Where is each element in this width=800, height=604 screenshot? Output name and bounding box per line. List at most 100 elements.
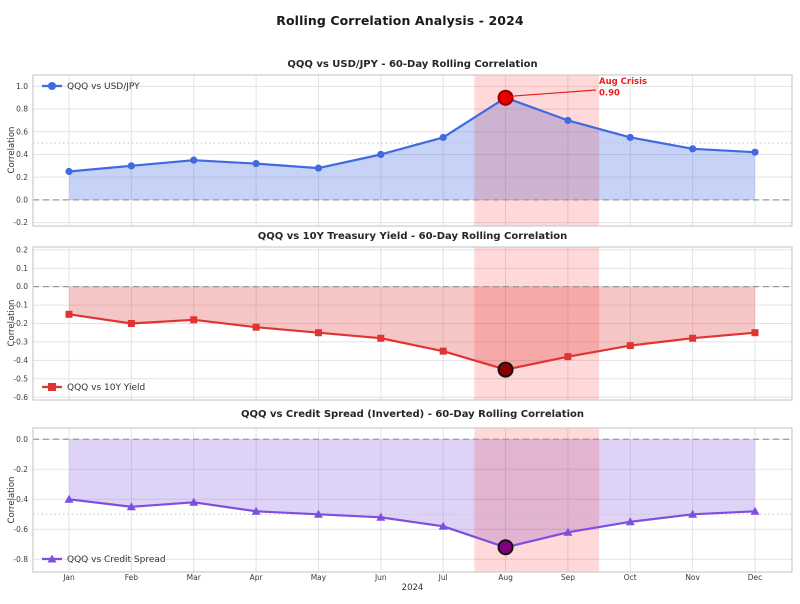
data-point-triangle (251, 506, 261, 515)
series-area-fill (69, 439, 755, 548)
annotation-line (511, 89, 597, 97)
data-point-triangle (376, 512, 386, 521)
subplot-3: 0.0 -0.2 -0.4 -0.6 -0.8 QQQ vs Credit Spread (13, 427, 793, 573)
x-tick-label: Apr (250, 573, 264, 582)
data-point-circle (751, 148, 759, 156)
data-point-circle (190, 156, 198, 164)
data-point-triangle (625, 517, 635, 526)
subplot1-ylabel: Correlation (7, 126, 17, 174)
subplot3-ylabel: Correlation (7, 476, 17, 524)
x-tick-label: Sep (561, 573, 575, 582)
crisis-band (474, 428, 600, 572)
x-tick-label: Dec (748, 573, 763, 582)
annotation-value: 0.90 (599, 89, 620, 99)
data-point-circle (252, 159, 260, 168)
y-tick-label: -0.4 (13, 356, 28, 365)
x-tick-label: Mar (187, 573, 202, 582)
data-point-circle (689, 145, 697, 153)
data-point-square (439, 347, 447, 355)
y-tick-label: 0.0 (16, 435, 28, 444)
annotation-label: Aug Crisis (599, 77, 647, 87)
data-point-square (626, 342, 634, 350)
subplot2-title: QQQ vs 10Y Treasury Yield - 60-Day Rolli… (257, 231, 568, 242)
y-tick-label: 0.8 (16, 105, 28, 114)
x-tick-label: Feb (125, 573, 139, 582)
x-axis-label: 2024 (401, 583, 424, 593)
plot-border (32, 427, 793, 573)
y-tick-label: -0.6 (13, 525, 28, 534)
page-title: Rolling Correlation Analysis - 2024 (276, 13, 524, 28)
data-point-triangle (64, 494, 74, 503)
x-tick-label: Oct (624, 573, 637, 582)
x-tick-label: Nov (685, 573, 700, 582)
data-point-square (751, 329, 759, 337)
data-point-triangle (688, 509, 698, 518)
data-point-square (689, 334, 697, 342)
series-area-fill (69, 97, 755, 200)
legend-label: QQQ vs USD/JPY (67, 82, 140, 92)
data-point-square (65, 310, 73, 318)
legend: QQQ vs 10Y Yield (42, 383, 145, 393)
subplot2-ylabel: Correlation (7, 299, 17, 347)
y-tick-label: -0.4 (13, 495, 28, 504)
y-tick-label: -0.2 (13, 465, 28, 474)
y-tick-label: 0.6 (16, 127, 28, 136)
subplot1-title: QQQ vs USD/JPY - 60-Day Rolling Correlat… (287, 59, 538, 70)
data-point-circle (65, 167, 73, 176)
crisis-point-marker (497, 89, 514, 106)
y-tick-label: -0.2 (13, 319, 28, 328)
y-tick-label: 0.0 (16, 282, 28, 291)
data-point-square (127, 320, 135, 327)
data-point-circle (314, 164, 323, 172)
data-point-triangle (126, 502, 136, 511)
data-point-triangle (438, 521, 448, 530)
y-tick-label: -0.8 (13, 555, 28, 564)
y-tick-label: 0.2 (16, 245, 28, 254)
series-line (67, 96, 757, 173)
y-tick-label: -0.5 (13, 374, 28, 383)
y-tick-label: -0.3 (13, 338, 28, 347)
legend: QQQ vs USD/JPY (42, 82, 140, 92)
crisis-point-marker (497, 539, 514, 556)
subplot3-title: QQQ vs Credit Spread (Inverted) - 60-Day… (241, 409, 584, 420)
subplot-2: 0.2 0.1 0.0 -0.1 -0.2 -0.3 -0.4 -0.5 -0.6 QQQ vs … (13, 245, 793, 402)
x-tick-label: May (311, 573, 327, 582)
data-point-circle (564, 116, 572, 125)
x-tick-label: Jan (62, 573, 75, 582)
y-tick-label: -0.1 (13, 301, 28, 310)
data-point-circle (127, 162, 135, 170)
series-line (67, 498, 757, 549)
y-tick-label: 0.0 (16, 195, 28, 204)
crisis-point-marker (497, 361, 514, 378)
legend-marker (47, 554, 57, 563)
crisis-band (474, 75, 600, 226)
data-point-square (564, 353, 572, 361)
data-point-square (190, 316, 198, 324)
data-point-circle (377, 150, 385, 159)
series-line (67, 313, 757, 371)
data-point-circle (439, 133, 447, 142)
y-tick-label: -0.6 (13, 393, 28, 402)
x-tick-label: Jul (438, 573, 448, 582)
y-tick-label: -0.2 (13, 218, 28, 227)
crisis-band (474, 247, 600, 400)
x-tick-label: Jun (374, 573, 387, 582)
y-tick-label: 0.1 (16, 264, 28, 273)
data-point-circle (626, 133, 634, 142)
plot-border (32, 74, 793, 227)
data-point-triangle (313, 509, 323, 518)
legend-label: QQQ vs 10Y Yield (67, 383, 145, 393)
legend-label: QQQ vs Credit Spread (67, 555, 166, 565)
plot-border (32, 246, 793, 401)
data-point-square (252, 323, 260, 331)
data-point-triangle (750, 506, 760, 515)
x-tick-label: Aug (498, 573, 513, 582)
subplot-1: 1.0 0.8 0.6 0.4 0.2 0.0 -0.2 QQQ vs USD/JPY Aug … (13, 74, 793, 227)
legend-marker (48, 383, 56, 391)
legend: QQQ vs Credit Spread (42, 554, 166, 565)
data-point-square (377, 334, 385, 342)
y-tick-label: 0.4 (16, 150, 28, 159)
data-point-triangle (563, 527, 573, 536)
